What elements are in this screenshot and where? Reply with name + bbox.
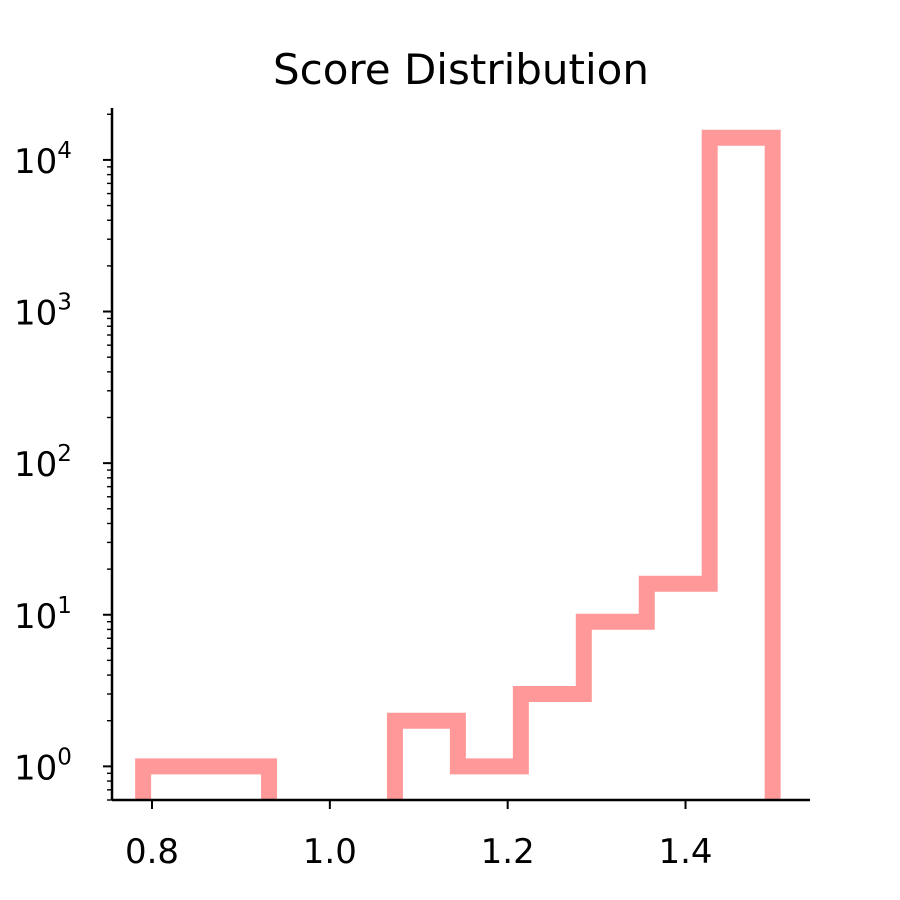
y-tick-label: 100 — [14, 744, 72, 788]
y-tick-exponent: 0 — [57, 744, 72, 770]
histogram-step-outline — [135, 129, 781, 800]
y-tick-label: 101 — [14, 593, 72, 637]
y-tick-label: 103 — [14, 290, 72, 334]
y-tick-base: 10 — [14, 597, 57, 637]
x-tick-label: 0.8 — [125, 832, 179, 872]
y-tick-exponent: 3 — [57, 290, 72, 316]
y-tick-base: 10 — [14, 445, 57, 485]
x-tick-label: 1.0 — [303, 832, 357, 872]
y-tick-exponent: 2 — [57, 441, 72, 467]
y-tick-exponent: 4 — [57, 138, 72, 164]
y-tick-label: 102 — [14, 441, 72, 485]
y-tick-exponent: 1 — [57, 593, 72, 619]
x-tick-label: 1.4 — [658, 832, 712, 872]
plot-area — [135, 129, 781, 800]
x-tick-label: 1.2 — [481, 832, 535, 872]
y-tick-base: 10 — [14, 142, 57, 182]
y-tick-label: 104 — [14, 138, 72, 182]
y-tick-base: 10 — [14, 294, 57, 334]
y-tick-base: 10 — [14, 748, 57, 788]
x-axis-ticks: 0.8 1.0 1.2 1.4 — [125, 800, 713, 872]
chart-title: Score Distribution — [273, 45, 649, 94]
